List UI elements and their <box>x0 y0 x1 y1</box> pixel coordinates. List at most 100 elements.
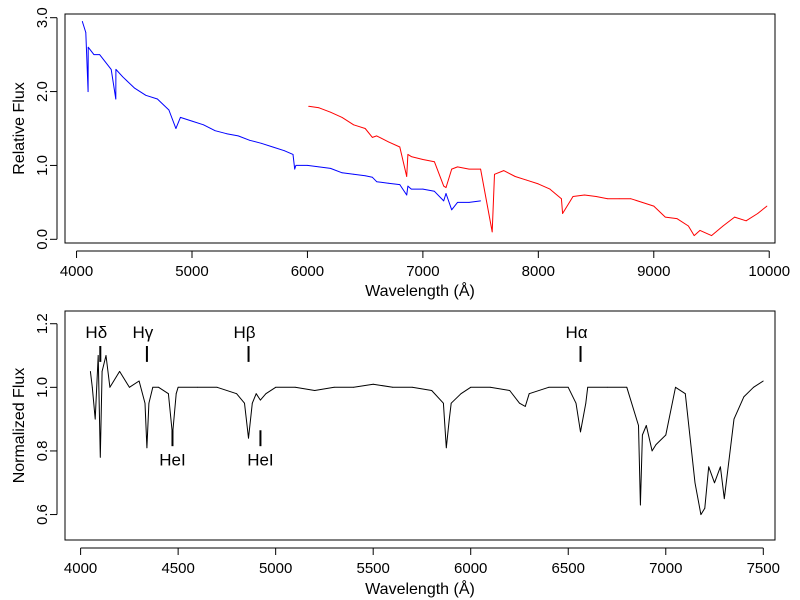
data-point <box>585 402 587 404</box>
data-point <box>411 386 413 388</box>
data-point <box>762 380 764 382</box>
data-point <box>333 386 335 388</box>
data-point <box>265 393 267 395</box>
data-point <box>665 434 667 436</box>
y-tick-label: 1.0 <box>34 377 51 398</box>
data-point <box>330 111 331 113</box>
spectrum-series-2 <box>308 105 768 237</box>
data-point <box>214 130 216 132</box>
data-point <box>676 218 678 220</box>
data-point <box>353 386 355 388</box>
data-point <box>406 194 408 196</box>
data-point <box>109 386 111 388</box>
data-point <box>119 371 121 372</box>
data-point <box>81 20 83 22</box>
y-tick-label: 0.8 <box>34 441 51 462</box>
line-annotation-label: Hδ <box>85 323 107 342</box>
data-point <box>144 402 146 404</box>
data-point <box>318 107 320 109</box>
x-tick-label: 6000 <box>291 263 324 280</box>
data-point <box>606 386 608 388</box>
x-tick-label: 5000 <box>175 263 208 280</box>
data-point <box>640 504 641 506</box>
data-point <box>733 418 735 420</box>
data-point <box>561 198 562 200</box>
data-point <box>191 120 193 122</box>
data-point <box>248 437 249 439</box>
data-point <box>101 371 103 372</box>
y-axis-label: Normalized Flux <box>11 368 28 484</box>
data-point <box>314 390 316 391</box>
data-point <box>528 393 530 395</box>
data-point <box>491 231 493 233</box>
data-point <box>572 196 574 197</box>
data-point <box>353 124 355 126</box>
data-point <box>445 187 447 188</box>
data-point <box>470 386 472 388</box>
data-point <box>307 165 308 166</box>
data-point <box>318 166 320 168</box>
plot-frame <box>64 13 776 244</box>
data-point <box>399 184 401 186</box>
data-point <box>249 139 251 141</box>
data-point <box>489 386 491 388</box>
data-point <box>567 386 569 388</box>
data-point <box>152 386 154 388</box>
line-annotation-label: HeI <box>247 450 273 469</box>
x-tick-label: 5500 <box>356 560 389 577</box>
bottom-panel-normalized-flux: 4000 4500 5000 5500 6000 6500 7000 7500 0.6 0.8 1.… <box>11 310 780 598</box>
data-point <box>743 396 745 398</box>
data-point <box>110 69 112 70</box>
x-tick-label: 5000 <box>259 560 292 577</box>
data-point <box>105 355 107 356</box>
data-point <box>711 235 712 237</box>
data-point <box>87 46 89 48</box>
data-point <box>94 418 96 420</box>
x-tick-label: 7000 <box>649 560 682 577</box>
data-point <box>434 190 435 192</box>
data-point <box>451 168 453 170</box>
data-point <box>445 447 447 449</box>
data-point <box>260 399 261 401</box>
data-point <box>292 153 294 155</box>
data-point <box>700 514 702 515</box>
data-point <box>392 386 394 388</box>
data-point <box>641 434 643 436</box>
data-point <box>575 402 577 404</box>
data-point <box>372 176 373 178</box>
data-point <box>460 393 462 395</box>
x-tick-label: 7500 <box>747 560 780 577</box>
x-tick-label: 10000 <box>748 263 790 280</box>
data-point <box>664 216 666 218</box>
data-point <box>651 450 653 452</box>
plot-frame <box>64 310 776 541</box>
data-point <box>251 402 253 404</box>
data-point <box>410 156 412 157</box>
data-point <box>275 386 277 388</box>
data-point <box>503 170 505 172</box>
data-point <box>723 498 725 500</box>
data-point <box>330 167 331 169</box>
data-point <box>295 165 297 166</box>
data-point <box>722 225 724 227</box>
data-point <box>255 393 257 395</box>
line-annotation-label: HeI <box>159 450 185 469</box>
data-point <box>99 456 101 458</box>
data-point <box>587 386 589 388</box>
data-point <box>422 159 424 160</box>
data-point <box>699 230 701 231</box>
data-point <box>115 98 117 100</box>
data-point <box>645 425 647 426</box>
data-point <box>122 76 124 78</box>
data-point <box>445 193 447 194</box>
x-axis-label: Wavelength (Å) <box>365 579 475 598</box>
data-point <box>548 386 550 388</box>
data-point <box>443 200 445 202</box>
spectrum-series-1 <box>81 21 481 211</box>
data-point <box>99 54 101 56</box>
data-point <box>655 444 657 445</box>
data-point <box>719 466 721 468</box>
data-point <box>443 402 444 404</box>
data-point <box>618 198 620 200</box>
spectrum-series-1 <box>89 355 764 516</box>
